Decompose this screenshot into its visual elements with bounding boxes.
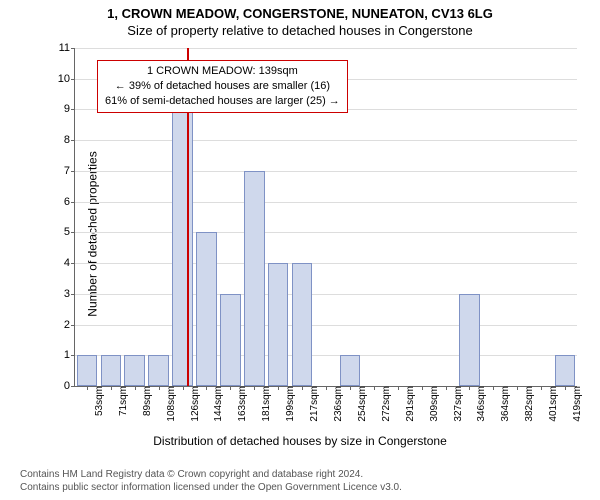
histogram-bar bbox=[268, 263, 289, 386]
gridline bbox=[75, 263, 577, 264]
histogram-bar bbox=[244, 171, 265, 386]
y-tick-label: 6 bbox=[64, 196, 75, 208]
x-tick-mark bbox=[398, 386, 399, 390]
x-tick-mark bbox=[278, 386, 279, 390]
x-tick-label: 419sqm bbox=[569, 386, 583, 422]
y-tick-label: 3 bbox=[64, 288, 75, 300]
plot-area: 0123456789101153sqm71sqm89sqm108sqm126sq… bbox=[74, 48, 577, 387]
x-tick-mark bbox=[302, 386, 303, 390]
gridline bbox=[75, 294, 577, 295]
title-block: 1, CROWN MEADOW, CONGERSTONE, NUNEATON, … bbox=[0, 0, 600, 38]
x-tick-label: 126sqm bbox=[187, 386, 201, 422]
histogram-bar bbox=[148, 355, 169, 386]
y-tick-label: 10 bbox=[58, 73, 75, 85]
x-tick-label: 217sqm bbox=[306, 386, 320, 422]
x-tick-label: 382sqm bbox=[521, 386, 535, 422]
x-tick-label: 53sqm bbox=[91, 386, 105, 416]
histogram-bar bbox=[340, 355, 361, 386]
footer-line-2: Contains public sector information licen… bbox=[20, 481, 402, 494]
x-tick-label: 327sqm bbox=[450, 386, 464, 422]
gridline bbox=[75, 171, 577, 172]
gridline bbox=[75, 325, 577, 326]
x-tick-mark bbox=[541, 386, 542, 390]
x-tick-mark bbox=[469, 386, 470, 390]
x-tick-mark bbox=[230, 386, 231, 390]
page-title-2: Size of property relative to detached ho… bbox=[0, 23, 600, 38]
x-tick-mark bbox=[446, 386, 447, 390]
histogram-bar bbox=[555, 355, 576, 386]
y-tick-label: 8 bbox=[64, 134, 75, 146]
x-tick-mark bbox=[87, 386, 88, 390]
x-tick-label: 71sqm bbox=[115, 386, 129, 416]
footer: Contains HM Land Registry data © Crown c… bbox=[20, 468, 402, 494]
x-tick-label: 181sqm bbox=[258, 386, 272, 422]
histogram-bar bbox=[196, 232, 217, 386]
histogram-bar bbox=[124, 355, 145, 386]
x-tick-label: 291sqm bbox=[402, 386, 416, 422]
histogram-bar bbox=[292, 263, 313, 386]
callout-line: 1 CROWN MEADOW: 139sqm bbox=[105, 64, 340, 79]
footer-line-1: Contains HM Land Registry data © Crown c… bbox=[20, 468, 402, 481]
x-tick-mark bbox=[206, 386, 207, 390]
histogram-bar bbox=[77, 355, 98, 386]
x-tick-label: 401sqm bbox=[545, 386, 559, 422]
x-tick-label: 163sqm bbox=[234, 386, 248, 422]
x-tick-label: 108sqm bbox=[163, 386, 177, 422]
x-tick-label: 144sqm bbox=[210, 386, 224, 422]
x-tick-mark bbox=[374, 386, 375, 390]
callout-line: 61% of semi-detached houses are larger (… bbox=[105, 94, 340, 109]
x-tick-mark bbox=[493, 386, 494, 390]
x-tick-label: 254sqm bbox=[354, 386, 368, 422]
callout-box: 1 CROWN MEADOW: 139sqm← 39% of detached … bbox=[97, 60, 348, 113]
callout-line: ← 39% of detached houses are smaller (16… bbox=[105, 79, 340, 94]
gridline bbox=[75, 202, 577, 203]
x-tick-mark bbox=[159, 386, 160, 390]
y-tick-label: 7 bbox=[64, 165, 75, 177]
histogram-bar bbox=[101, 355, 122, 386]
y-tick-label: 4 bbox=[64, 257, 75, 269]
y-tick-label: 1 bbox=[64, 349, 75, 361]
histogram-bar bbox=[172, 109, 193, 386]
y-tick-label: 0 bbox=[64, 380, 75, 392]
x-tick-mark bbox=[135, 386, 136, 390]
x-tick-label: 346sqm bbox=[473, 386, 487, 422]
page-title-1: 1, CROWN MEADOW, CONGERSTONE, NUNEATON, … bbox=[0, 6, 600, 21]
chart: Number of detached properties 0123456789… bbox=[38, 48, 578, 420]
y-tick-label: 2 bbox=[64, 319, 75, 331]
histogram-bar bbox=[220, 294, 241, 386]
histogram-bar bbox=[459, 294, 480, 386]
gridline bbox=[75, 140, 577, 141]
x-tick-mark bbox=[326, 386, 327, 390]
x-tick-label: 272sqm bbox=[378, 386, 392, 422]
x-tick-label: 199sqm bbox=[282, 386, 296, 422]
x-tick-label: 364sqm bbox=[497, 386, 511, 422]
x-tick-label: 89sqm bbox=[139, 386, 153, 416]
x-axis-title: Distribution of detached houses by size … bbox=[0, 434, 600, 448]
x-tick-label: 236sqm bbox=[330, 386, 344, 422]
gridline bbox=[75, 48, 577, 49]
x-tick-mark bbox=[111, 386, 112, 390]
y-tick-label: 9 bbox=[64, 103, 75, 115]
x-tick-mark bbox=[517, 386, 518, 390]
x-tick-mark bbox=[183, 386, 184, 390]
x-tick-mark bbox=[350, 386, 351, 390]
y-tick-label: 5 bbox=[64, 226, 75, 238]
x-tick-mark bbox=[254, 386, 255, 390]
y-tick-label: 11 bbox=[59, 42, 75, 54]
x-tick-mark bbox=[422, 386, 423, 390]
x-tick-mark bbox=[565, 386, 566, 390]
x-tick-label: 309sqm bbox=[426, 386, 440, 422]
gridline bbox=[75, 232, 577, 233]
